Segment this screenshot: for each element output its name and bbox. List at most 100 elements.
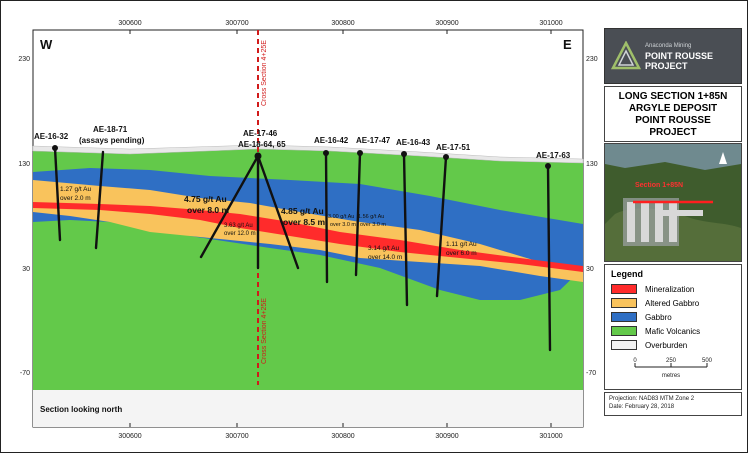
intercept-4-width: over 8.5 m	[283, 217, 325, 227]
triangle-logo-icon	[611, 41, 641, 70]
scale-unit: metres	[662, 373, 680, 379]
legend-label: Gabbro	[645, 312, 672, 322]
drill-hole-ae-17-46-a[interactable]	[199, 154, 260, 259]
legend-label: Mineralization	[645, 284, 695, 294]
intercept-3-grade: 3.63 g/t Au	[224, 223, 253, 229]
title-line-4: PROJECT	[649, 127, 697, 138]
y-tick-right-1: 230	[586, 56, 598, 63]
y-axis-left: 230 130 30 -70	[18, 56, 30, 377]
logo-project: POINT ROUSSE PROJECT	[645, 51, 741, 71]
label-ae-18-71-note: (assays pending)	[79, 136, 145, 145]
x-axis-bottom: 300600 300700 300800 300900 301000	[118, 433, 562, 440]
x-tick-top-1: 300600	[118, 20, 141, 27]
company-logo: Anaconda Mining POINT ROUSSE PROJECT	[604, 28, 742, 84]
legend-label: Mafic Volcanics	[645, 326, 701, 336]
mineralization-unit	[33, 202, 583, 272]
intercept-3-width: over 12.0 m	[224, 231, 256, 237]
intercept-5-grade: 3.00 g/t Au	[328, 214, 354, 220]
label-ae-17-46: AE-17-46	[243, 129, 278, 138]
mafic-volcanics-swatch	[611, 326, 637, 336]
title-line-1: LONG SECTION 1+85N	[618, 91, 728, 102]
drill-hole-labels: AE-16-32 AE-18-71 (assays pending) AE-17…	[34, 125, 571, 160]
inset-map-section-label: Section 1+85N	[635, 182, 684, 189]
drill-hole-ae-16-43[interactable]	[402, 152, 409, 307]
intercept-4-grade: 4.85 g/t Au	[281, 206, 324, 216]
cross-section-label-top: Cross Section 4+25E	[261, 40, 268, 106]
scale-bar: 0 250 500 metres	[627, 357, 723, 387]
intercept-6-grade: 1.56 g/t Au	[358, 214, 384, 220]
legend-item-altered-gabbro: Altered Gabbro	[611, 297, 699, 309]
intercept-8-grade: 1.11 g/t Au	[446, 241, 477, 248]
label-ae-17-46-note: AE-18-64, 65	[238, 140, 286, 149]
overburden-unit	[32, 144, 584, 164]
y-axis-right: 230 130 30 -70	[586, 56, 598, 377]
legend-label: Overburden	[645, 340, 688, 350]
drill-hole-ae-16-32[interactable]	[53, 146, 62, 242]
legend-title: Legend	[611, 269, 644, 279]
drill-holes	[53, 146, 552, 352]
x-tick-top-2: 300700	[225, 20, 248, 27]
label-ae-16-32: AE-16-32	[34, 132, 69, 141]
y-tick-left-4: -70	[20, 370, 30, 377]
legend-label: Altered Gabbro	[645, 298, 700, 308]
legend-item-overburden: Overburden	[611, 339, 687, 351]
intercept-7-width: over 14.0 m	[368, 254, 402, 261]
y-tick-right-3: 30	[586, 266, 594, 273]
scale-tick-0: 0	[633, 358, 637, 364]
drill-hole-ae-17-51[interactable]	[435, 155, 448, 298]
drill-hole-ae-18-71[interactable]	[94, 150, 105, 250]
cross-section-label-bottom: Cross Section 4+25E	[261, 298, 268, 364]
east-label: E	[563, 37, 572, 52]
intercept-2-width: over 8.0 m	[187, 205, 229, 215]
logo-project-line1: POINT ROUSSE	[645, 51, 714, 61]
intercept-7-grade: 3.14 g/t Au	[368, 245, 399, 252]
intercept-5-width: over 3.0 m	[330, 222, 356, 228]
legend-item-mineralization: Mineralization	[611, 283, 694, 295]
north-arrow-icon	[719, 152, 727, 164]
footer-strip	[33, 390, 583, 427]
intercept-1-grade: 1.27 g/t Au	[60, 186, 91, 193]
x-tick-top-5: 301000	[539, 20, 562, 27]
x-tick-bottom-3: 300800	[331, 433, 354, 440]
drill-hole-ae-17-63[interactable]	[546, 164, 552, 352]
y-tick-left-1: 230	[18, 56, 30, 63]
footer-note: Section looking north	[40, 405, 122, 414]
long-section-diagram: Cross Section 4+25E Cross Section 4+25E …	[18, 20, 598, 440]
x-tick-marks	[129, 30, 552, 427]
drill-hole-ae-17-46-c[interactable]	[256, 154, 300, 270]
gabbro-swatch	[611, 312, 637, 322]
drill-hole-ae-17-47[interactable]	[354, 151, 362, 277]
x-tick-bottom-5: 301000	[539, 433, 562, 440]
x-tick-bottom-4: 300900	[435, 433, 458, 440]
y-tick-left-3: 30	[22, 266, 30, 273]
label-ae-18-71: AE-18-71	[93, 125, 128, 134]
west-label: W	[40, 37, 53, 52]
x-tick-bottom-1: 300600	[118, 433, 141, 440]
collar-markers	[52, 145, 551, 169]
date-line: Date: February 28, 2018	[609, 404, 675, 410]
logo-company: Anaconda Mining	[645, 43, 692, 49]
intercept-2-grade: 4.75 g/t Au	[184, 194, 227, 204]
projection-block: Projection: NAD83 MTM Zone 2 Date: Febru…	[604, 392, 742, 416]
y-tick-right-4: -70	[586, 370, 596, 377]
drill-hole-ae-16-42[interactable]	[324, 151, 329, 284]
x-tick-top-4: 300900	[435, 20, 458, 27]
scale-bar-graphic: 0 250 500 metres	[633, 358, 713, 379]
y-tick-left-2: 130	[18, 161, 30, 168]
scale-tick-500: 500	[702, 358, 713, 364]
mineralization-swatch	[611, 284, 637, 294]
intercept-8-width: over 6.0 m	[446, 250, 477, 257]
label-ae-17-47: AE-17-47	[356, 136, 391, 145]
altered-gabbro-swatch	[611, 298, 637, 308]
label-ae-17-63: AE-17-63	[536, 151, 571, 160]
scale-tick-250: 250	[666, 358, 677, 364]
inset-map-image	[605, 144, 741, 261]
intercept-labels: 1.27 g/t Au over 2.0 m 4.75 g/t Au over …	[60, 186, 477, 261]
projection-line: Projection: NAD83 MTM Zone 2	[609, 396, 695, 402]
inset-map: Section 1+85N	[604, 143, 742, 262]
intercept-1-width: over 2.0 m	[60, 195, 91, 202]
label-ae-17-51: AE-17-51	[436, 143, 471, 152]
title-line-3: POINT ROUSSE	[635, 115, 711, 126]
x-axis-top: 300600 300700 300800 300900 301000	[118, 20, 562, 27]
